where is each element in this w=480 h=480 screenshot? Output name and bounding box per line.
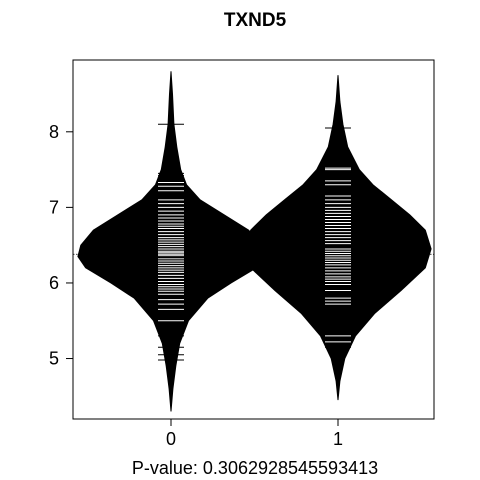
bean-group-1 <box>244 75 432 401</box>
y-tick-label: 6 <box>49 273 59 293</box>
plot-frame <box>72 59 435 420</box>
y-tick-label: 7 <box>49 197 59 217</box>
plot-content <box>73 71 434 412</box>
chart-title: TXND5 <box>224 10 287 31</box>
x-tick-label: 0 <box>166 429 176 449</box>
y-tick-label: 5 <box>49 349 59 369</box>
bean-group-0 <box>77 71 265 412</box>
bean-shape <box>77 71 265 412</box>
x-axis-label: P-value: 0.3062928545593413 <box>132 458 378 478</box>
x-tick-label: 1 <box>333 429 343 449</box>
y-tick-label: 8 <box>49 122 59 142</box>
y-axis: 5 6 7 8 <box>49 122 73 369</box>
